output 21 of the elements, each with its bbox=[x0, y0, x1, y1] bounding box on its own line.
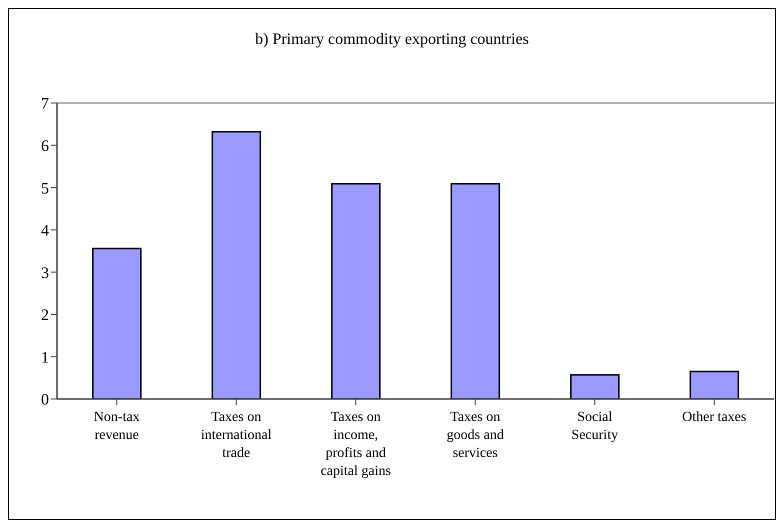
y-tick-label: 0 bbox=[41, 392, 49, 409]
bar bbox=[450, 183, 500, 399]
bar bbox=[212, 131, 262, 399]
x-tick-label: Taxes on income, profits and capital gains bbox=[320, 410, 391, 479]
x-tick-label: Taxes on goods and services bbox=[446, 410, 504, 461]
x-tick-label: Social Security bbox=[571, 410, 618, 443]
chart-title: b) Primary commodity exporting countries bbox=[254, 31, 530, 49]
x-tick-label: Taxes on international trade bbox=[200, 410, 272, 461]
y-tick-label: 4 bbox=[41, 222, 49, 240]
y-tick-label: 1 bbox=[41, 349, 49, 366]
y-tick-label: 5 bbox=[41, 180, 49, 198]
x-tick-label: Other taxes bbox=[682, 410, 746, 425]
y-tick-label: 2 bbox=[41, 307, 49, 324]
bar bbox=[690, 370, 740, 399]
x-tick-label: Non-tax revenue bbox=[94, 410, 140, 443]
bar bbox=[92, 248, 142, 399]
y-tick-label: 7 bbox=[41, 96, 49, 113]
bar bbox=[331, 183, 381, 399]
y-tick-label: 6 bbox=[41, 138, 49, 155]
bar bbox=[570, 374, 620, 399]
y-tick-label: 3 bbox=[41, 264, 49, 282]
